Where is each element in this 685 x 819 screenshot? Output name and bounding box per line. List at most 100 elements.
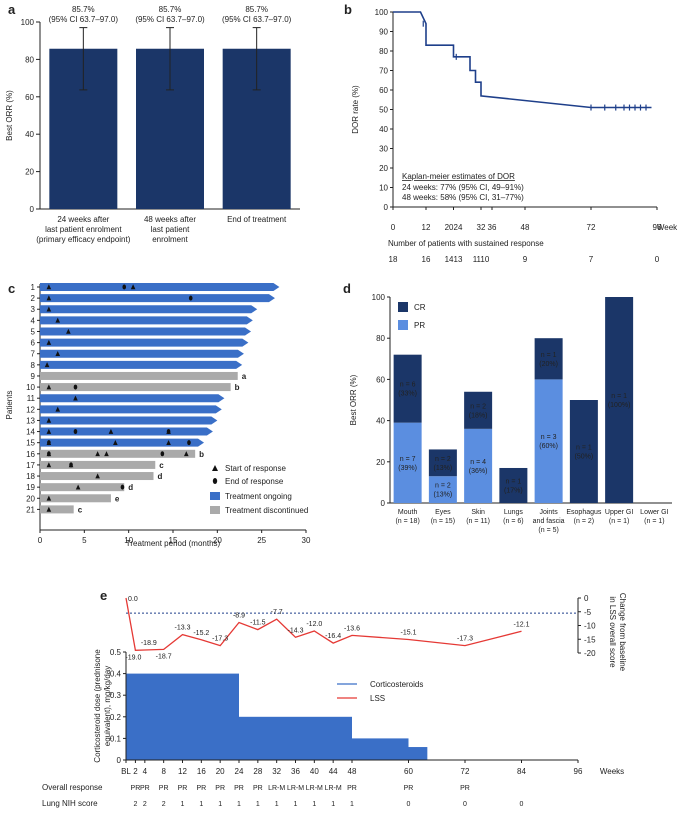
panel-e-lss-label: -8.9: [233, 612, 245, 619]
panel-e-lss-label: -16.4: [325, 633, 341, 640]
panel-e-row1-value: PR: [159, 785, 169, 792]
panel-c-x-tick-label: 0: [38, 536, 43, 545]
panel-e-x-tick-label: 16: [197, 767, 206, 776]
panel-c-end-letter: c: [78, 505, 83, 514]
panel-d-bar-pr: [428, 476, 457, 503]
panel-e-row2-value: 1: [256, 801, 260, 808]
panel-c-patient-label: 3: [31, 305, 36, 314]
panel-d-legend-pr-swatch: [398, 320, 408, 330]
panel-c-patient-label: 6: [31, 339, 36, 348]
panel-c-end-marker: [166, 429, 171, 435]
panel-a-y-tick-label: 40: [25, 130, 34, 139]
panel-c-bar-ongoing: [40, 316, 253, 325]
panel-b-y-tick-label: 0: [384, 203, 389, 212]
panel-e-lss-label: -13.6: [344, 625, 360, 632]
panel-b-y-tick-label: 90: [379, 28, 388, 37]
panel-c-bar-ongoing: [40, 294, 275, 303]
panel-d-bar-cr: [464, 391, 493, 429]
panel-a-value-label: 85.7%: [245, 5, 268, 14]
panel-c-patient-label: 14: [26, 428, 35, 437]
panel-c-bar-discontinued: [40, 371, 238, 380]
panel-e-x-tick-label: 60: [404, 767, 413, 776]
panel-a-y-tick-label: 0: [30, 205, 35, 214]
panel-d-pr-label: (36%): [469, 468, 488, 475]
panel-c-start-marker: [46, 339, 52, 345]
panel-d-y-tick-label: 40: [376, 417, 385, 426]
panel-b-y-tick-label: 80: [379, 47, 388, 56]
panel-d-cr-label: n = 1: [611, 393, 627, 400]
panel-c-start-marker: [113, 439, 118, 445]
panel-d-cr-label: (33%): [398, 391, 417, 398]
panel-c-patient-label: 9: [31, 372, 36, 381]
panel-d-legend-pr: PR: [414, 321, 425, 330]
panel-e-row2-value: 0: [407, 801, 411, 808]
panel-e-legend-cort: Corticosteroids: [370, 680, 423, 689]
panel-c-patient-label: 11: [27, 394, 36, 403]
panel-c-patient-label: 18: [26, 472, 35, 481]
panel-c-patient-label: 2: [31, 294, 36, 303]
panel-e-y-tick-label: 0: [117, 756, 122, 765]
panel-c-x-tick-label: 30: [302, 536, 311, 545]
panel-d-cr-label: n = 6: [400, 382, 416, 389]
panel-c-legend-ongoing: Treatment ongoing: [225, 492, 292, 501]
panel-c-start-marker: [46, 462, 52, 468]
panel-d-y-tick-label: 80: [376, 334, 385, 343]
panel-d-category-label: (n = 11): [466, 518, 490, 525]
panel-c-bar-ongoing: [40, 283, 280, 291]
panel-e-y-tick-label: 0.5: [110, 648, 122, 657]
panel-e-row2-value: 2: [133, 801, 137, 808]
panel-e-row1-value: PR: [140, 785, 150, 792]
panel-e-lss-label: -17.3: [212, 636, 228, 643]
panel-b-risk-value: 16: [422, 255, 431, 264]
panel-e-row1-value: PR: [347, 785, 357, 792]
panel-e-y-tick-label: 0.3: [110, 691, 122, 700]
panel-d-cr-label: (13%): [434, 465, 453, 472]
panel-a-y-tick-label: 100: [21, 18, 35, 27]
panel-c-bar-discontinued: [40, 483, 125, 492]
panel-e-x-tick-label: 8: [161, 767, 166, 776]
panel-b-x-tick-label: 48: [521, 223, 530, 232]
panel-d-bar-cr: [428, 449, 457, 477]
panel-d-cr-label: (20%): [539, 361, 558, 368]
panel-c-start-marker: [108, 428, 114, 434]
panel-c-x-tick-label: 25: [257, 536, 266, 545]
panel-c-legend-start-marker: [212, 465, 218, 471]
panel-a-category-label: End of treatment: [227, 215, 287, 224]
panel-d-bar-cr: [393, 354, 422, 423]
panel-d-category-label: (n = 5): [538, 527, 558, 534]
panel-e-lss-label: -15.1: [401, 630, 417, 637]
panel-d-category-label: (n = 1): [609, 518, 629, 525]
panel-d-category-label: Mouth: [398, 509, 418, 516]
panel-b-y-tick-label: 30: [379, 145, 388, 154]
panel-c-start-marker: [73, 395, 78, 401]
panel-e-row1-value: LR-M: [325, 785, 342, 792]
panel-d-pr-label: n = 3: [541, 434, 557, 441]
panel-d-pr-label: n = 7: [400, 456, 416, 463]
panel-e-lss-label: -14.3: [288, 627, 304, 634]
panel-b-x-tick-label: 36: [488, 223, 497, 232]
panel-e-row2-value: 0: [520, 801, 524, 808]
panel-e-row2-value: 1: [218, 801, 222, 808]
panel-c-x-tick-label: 5: [82, 536, 87, 545]
panel-d-y-label: Best ORR (%): [349, 374, 358, 425]
panel-e-lss-label: -12.1: [514, 621, 530, 628]
panel-d-bar-cr: [569, 400, 598, 503]
panel-e-y2-tick-label: -5: [584, 608, 592, 617]
panel-c-start-marker: [46, 306, 52, 312]
panel-c-end-letter: d: [157, 472, 162, 481]
panel-e-lss-label: -18.7: [156, 653, 172, 660]
panel-d-cr-label: n = 2: [470, 403, 486, 410]
panel-c-bar-ongoing: [40, 427, 213, 436]
panel-c-end-marker: [73, 384, 78, 390]
panel-e-y2-tick-label: 0: [584, 594, 589, 603]
panel-e-x-tick-label: 32: [272, 767, 281, 776]
panel-c-end-letter: e: [115, 494, 120, 503]
panel-a-category-label: 24 weeks after: [57, 215, 109, 224]
panel-e-row1-value: LR-M: [268, 785, 285, 792]
panel-d-cr-label: n = 1: [576, 445, 592, 452]
panel-e-row2-value: 2: [162, 801, 166, 808]
panel-c-bar-discontinued: [40, 383, 231, 392]
panel-c-start-marker: [55, 317, 61, 323]
panel-e-row2-value: 2: [143, 801, 147, 808]
